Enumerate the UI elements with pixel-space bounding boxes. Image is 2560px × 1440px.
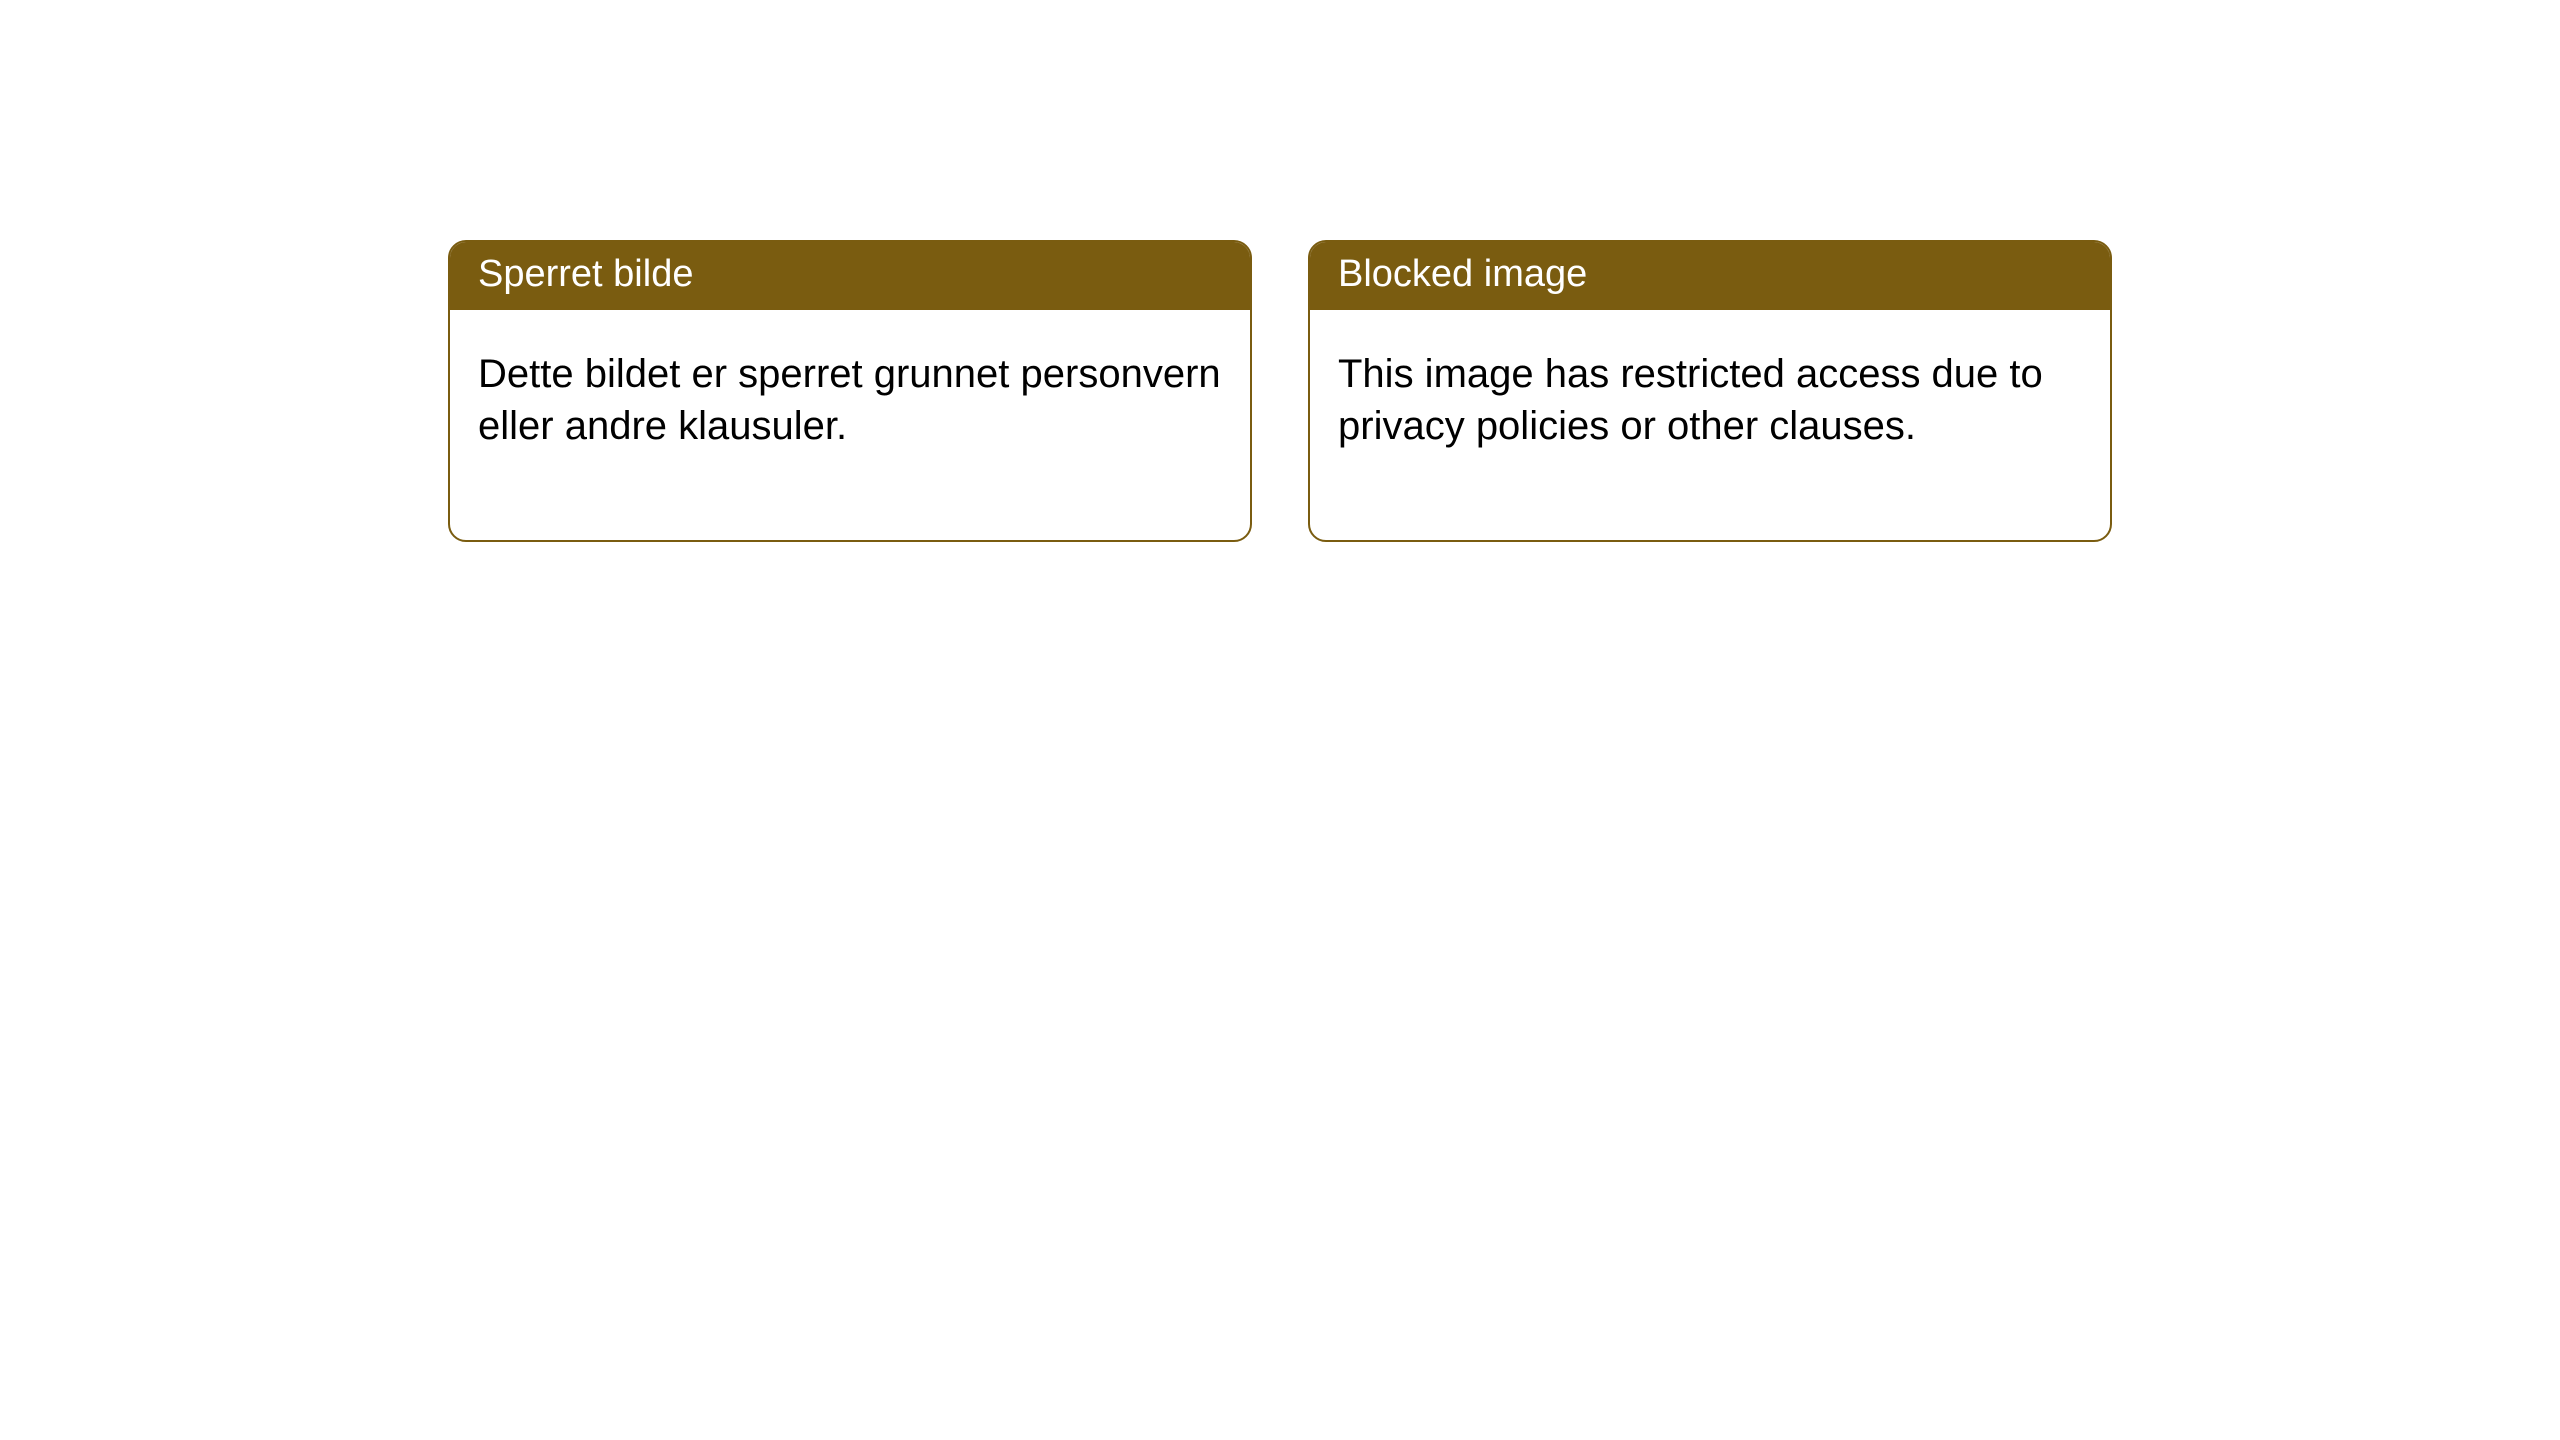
notice-text: This image has restricted access due to … <box>1338 352 2043 448</box>
notice-text: Dette bildet er sperret grunnet personve… <box>478 352 1221 448</box>
notice-header: Sperret bilde <box>450 242 1250 310</box>
notice-container: Sperret bilde Dette bildet er sperret gr… <box>0 0 2560 542</box>
notice-body: Dette bildet er sperret grunnet personve… <box>450 310 1250 540</box>
notice-card-norwegian: Sperret bilde Dette bildet er sperret gr… <box>448 240 1252 542</box>
notice-card-english: Blocked image This image has restricted … <box>1308 240 2112 542</box>
notice-title: Blocked image <box>1338 253 1587 295</box>
notice-header: Blocked image <box>1310 242 2110 310</box>
notice-title: Sperret bilde <box>478 253 693 295</box>
notice-body: This image has restricted access due to … <box>1310 310 2110 540</box>
